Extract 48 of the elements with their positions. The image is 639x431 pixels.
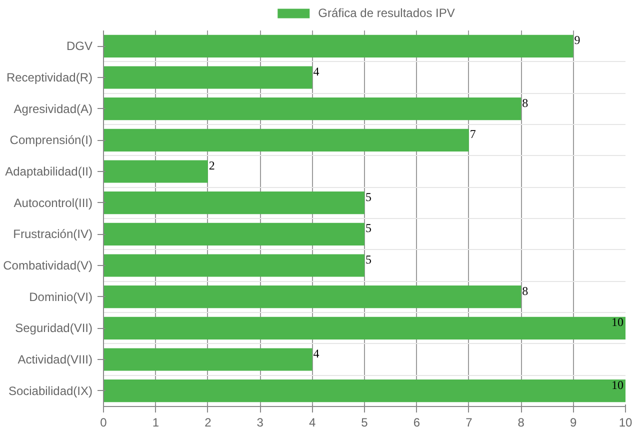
x-tick-label: 0 bbox=[100, 416, 108, 430]
bar bbox=[104, 66, 312, 89]
data-label: 5 bbox=[366, 190, 372, 204]
x-tick-label: 8 bbox=[518, 416, 525, 430]
y-tick-label: Autocontrol(III) bbox=[14, 196, 93, 210]
y-tick-label: DGV bbox=[66, 39, 93, 54]
bar bbox=[104, 98, 522, 120]
bar bbox=[104, 192, 364, 214]
y-tick-label: Seguridad(VII) bbox=[15, 321, 93, 336]
x-tick-label: 5 bbox=[361, 416, 368, 430]
bar bbox=[104, 128, 469, 152]
y-tick-label: Receptividad(R) bbox=[6, 70, 93, 84]
legend-label: Gráfica de resultados IPV bbox=[318, 6, 455, 20]
data-label: 4 bbox=[313, 64, 320, 78]
data-label: 2 bbox=[208, 158, 215, 172]
x-tick-label: 4 bbox=[308, 416, 316, 430]
data-label: 7 bbox=[470, 127, 476, 142]
data-label: 10 bbox=[612, 315, 624, 330]
data-label: 8 bbox=[522, 284, 528, 298]
y-tick-label: Comprensión(I) bbox=[10, 133, 93, 148]
x-tick-label: 2 bbox=[204, 416, 212, 430]
x-tick-label: 10 bbox=[618, 416, 632, 430]
x-tick-label: 7 bbox=[466, 416, 473, 430]
y-tick-label: Sociabilidad(IX) bbox=[8, 384, 93, 398]
y-tick-label: Adaptabilidad(II) bbox=[5, 164, 93, 178]
x-tick-label: 1 bbox=[152, 416, 160, 430]
bar bbox=[104, 286, 522, 308]
y-tick-label: Frustración(IV) bbox=[13, 227, 93, 242]
x-tick-label: 3 bbox=[256, 416, 264, 430]
data-label: 9 bbox=[574, 33, 580, 48]
y-tick-label: Dominio(VI) bbox=[29, 290, 93, 304]
y-tick-label: Actividad(VIII) bbox=[18, 352, 93, 366]
data-label: 10 bbox=[612, 378, 624, 392]
bar bbox=[104, 316, 626, 340]
x-tick-label: 6 bbox=[413, 416, 420, 430]
x-tick-label: 9 bbox=[570, 416, 577, 430]
bar bbox=[104, 34, 574, 58]
data-label: 8 bbox=[522, 96, 528, 110]
bar bbox=[104, 254, 364, 277]
data-label: 4 bbox=[313, 346, 320, 360]
bar bbox=[104, 222, 364, 246]
bar bbox=[104, 348, 312, 371]
y-tick-label: Combatividad(V) bbox=[3, 258, 93, 272]
bar bbox=[104, 160, 208, 183]
y-tick-label: Agresividad(A) bbox=[14, 102, 93, 116]
data-label: 5 bbox=[366, 252, 372, 266]
bar bbox=[104, 380, 626, 402]
data-label: 5 bbox=[366, 221, 372, 236]
